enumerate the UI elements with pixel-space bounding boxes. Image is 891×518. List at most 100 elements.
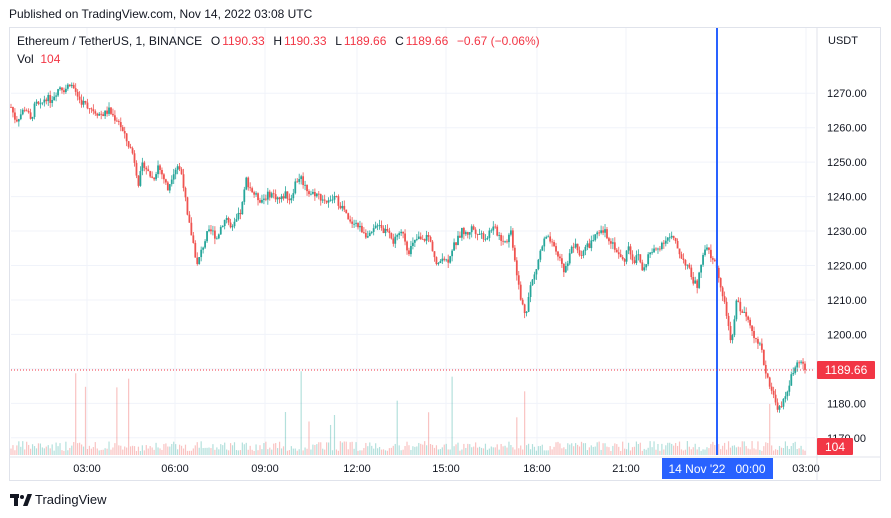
- candle-body: [419, 236, 422, 239]
- candle-body: [790, 374, 793, 386]
- volume-bar: [16, 445, 18, 455]
- candle-body: [798, 362, 801, 364]
- candle-body: [368, 232, 371, 237]
- volume-bar: [235, 450, 238, 455]
- candle-body: [343, 205, 346, 210]
- volume-bar: [735, 447, 737, 455]
- volume-bar: [82, 446, 85, 455]
- brand-name: TradingView: [35, 492, 107, 507]
- last-volume-badge: [817, 438, 853, 455]
- volume-bar: [284, 412, 287, 455]
- candle-body: [572, 246, 575, 248]
- candle-body: [527, 297, 530, 312]
- volume-bar: [228, 450, 230, 455]
- x-tick-label: 21:00: [612, 463, 640, 475]
- y-tick-label: 1180.00: [827, 398, 866, 410]
- candle-body: [43, 99, 46, 103]
- candle-body: [17, 119, 20, 122]
- candle-body: [72, 84, 75, 89]
- candle-body: [568, 253, 571, 264]
- candle-body: [259, 200, 261, 203]
- candle-body: [735, 300, 738, 320]
- volume-bar: [725, 449, 728, 455]
- volume-bar: [43, 448, 45, 455]
- candle-body: [378, 225, 381, 226]
- volume-bar: [30, 448, 32, 455]
- candle-body: [21, 109, 24, 115]
- volume-bar: [28, 444, 30, 455]
- volume-bar: [504, 445, 506, 455]
- y-tick-label: 1260.00: [827, 123, 867, 135]
- volume-bar: [449, 449, 451, 455]
- volume-bar: [416, 446, 418, 455]
- candle-body: [292, 193, 295, 199]
- candle-body: [559, 256, 561, 259]
- candle-body: [82, 100, 85, 105]
- volume-bar: [598, 441, 600, 455]
- volume-bar: [486, 449, 488, 455]
- volume-bar: [290, 446, 292, 455]
- candle-body: [163, 174, 165, 180]
- volume-bar: [475, 442, 477, 455]
- volume-bar: [365, 442, 367, 455]
- last-volume-label: 104: [825, 440, 845, 454]
- volume-bar: [669, 442, 671, 455]
- candle-body: [615, 249, 618, 253]
- candle-body: [751, 325, 753, 331]
- volume-bar: [137, 446, 140, 455]
- candle-body: [404, 233, 406, 242]
- volume-bar: [75, 373, 77, 455]
- volume-bar: [392, 445, 394, 455]
- candle-body: [221, 226, 224, 228]
- candle-body: [711, 258, 714, 260]
- chart-frame[interactable]: [9, 27, 881, 481]
- volume-bar: [18, 441, 20, 455]
- volume-bar: [767, 442, 769, 455]
- volume-bar: [369, 442, 371, 455]
- candle-body: [178, 166, 181, 170]
- volume-bar: [347, 449, 349, 455]
- candle-body: [506, 241, 508, 243]
- volume-bar: [753, 448, 755, 455]
- candle-body: [66, 84, 69, 89]
- candle-body: [690, 267, 693, 278]
- candle-body: [64, 88, 67, 93]
- candle-body: [535, 269, 538, 275]
- candle-body: [194, 242, 197, 258]
- candle-body: [668, 237, 671, 239]
- candle-body: [310, 193, 312, 195]
- volume-bar: [641, 450, 643, 455]
- volume-bar: [622, 441, 624, 455]
- candle-body: [551, 241, 553, 243]
- candle-body: [547, 236, 550, 238]
- volume-bar: [310, 449, 312, 455]
- volume-bar: [335, 449, 338, 455]
- candle-body: [639, 254, 642, 263]
- volume-bar: [684, 449, 687, 455]
- candle-body: [139, 171, 142, 186]
- volume-bar: [804, 450, 806, 455]
- candle-body: [688, 264, 691, 268]
- volume-bar: [122, 449, 124, 455]
- volume-bar: [661, 443, 663, 455]
- volume-bar: [359, 450, 361, 455]
- volume-bar: [533, 446, 536, 455]
- candle-body: [513, 247, 516, 261]
- candle-body: [263, 198, 265, 200]
- candle-body: [421, 238, 424, 240]
- volume-bar: [402, 449, 404, 455]
- footer-brand[interactable]: TradingView: [10, 492, 107, 507]
- candle-body: [725, 301, 728, 316]
- volume-bar: [455, 444, 457, 455]
- candle-body: [168, 184, 171, 191]
- candle-body: [247, 177, 250, 188]
- volume-bar: [722, 445, 724, 455]
- candle-body: [312, 191, 314, 194]
- volume-bar: [547, 450, 549, 455]
- candle-body: [231, 226, 234, 228]
- volume-bar: [490, 446, 492, 455]
- candle-body: [623, 259, 626, 262]
- volume-bar: [373, 448, 375, 455]
- candle-body: [313, 191, 316, 197]
